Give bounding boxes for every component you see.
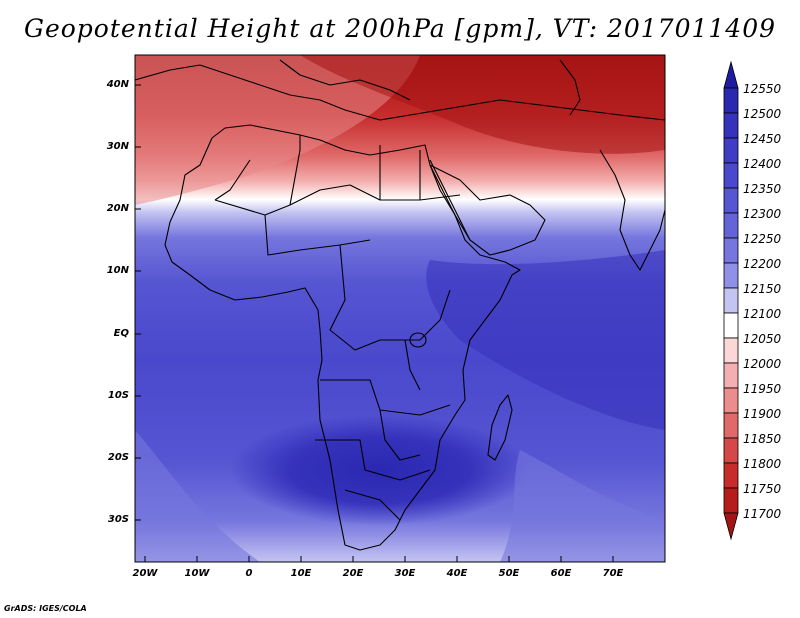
plot-frame <box>134 54 666 563</box>
lon-label-70e: 70E <box>602 568 624 579</box>
lat-label-20n: 20N <box>106 203 129 214</box>
grads-credit: GrADS: IGES/COLA <box>4 604 87 613</box>
lon-ticks <box>144 556 614 562</box>
lon-label-10w: 10W <box>184 568 210 579</box>
colorbar-swatch <box>723 337 739 364</box>
colorbar-swatch <box>723 287 739 314</box>
colorbar-label: 12050 <box>743 332 782 346</box>
lon-label-10e: 10E <box>290 568 312 579</box>
lat-label-20s: 20S <box>107 452 129 463</box>
colorbar-label: 12500 <box>743 107 782 121</box>
colorbar-swatch <box>723 137 739 164</box>
lon-label-20w: 20W <box>132 568 158 579</box>
colorbar-label: 11950 <box>743 382 782 396</box>
colorbar-label: 12000 <box>743 357 782 371</box>
colorbar-label: 12200 <box>743 257 782 271</box>
lon-label-20e: 20E <box>342 568 364 579</box>
colorbar-swatch <box>723 312 739 339</box>
africa-coastline <box>135 59 665 551</box>
colorbar-swatch <box>723 162 739 189</box>
colorbar <box>723 60 739 541</box>
colorbar-swatch <box>723 262 739 289</box>
colorbar-label: 11700 <box>743 507 782 521</box>
colorbar-swatch <box>723 487 739 514</box>
colorbar-swatch <box>723 387 739 414</box>
lat-label-eq: EQ <box>113 328 129 339</box>
colorbar-label: 12250 <box>743 232 782 246</box>
colorbar-label: 11750 <box>743 482 782 496</box>
lon-label-0: 0 <box>245 568 253 579</box>
colorbar-swatch <box>723 237 739 264</box>
colorbar-label: 12450 <box>743 132 782 146</box>
colorbar-swatch <box>723 87 739 114</box>
colorbar-label: 11850 <box>743 432 782 446</box>
colorbar-label: 12550 <box>743 82 782 96</box>
lat-label-10n: 10N <box>106 265 129 276</box>
lat-label-40n: 40N <box>106 79 129 90</box>
colorbar-swatch <box>723 212 739 239</box>
lon-label-60e: 60E <box>550 568 572 579</box>
colorbar-arrow-up <box>723 60 739 89</box>
lon-label-40e: 40E <box>446 568 468 579</box>
colorbar-arrow-down <box>723 512 739 541</box>
colorbar-label: 12100 <box>743 307 782 321</box>
lat-label-10s: 10S <box>107 390 129 401</box>
lat-ticks <box>135 84 141 521</box>
lon-label-50e: 50E <box>498 568 520 579</box>
colorbar-label: 11900 <box>743 407 782 421</box>
lon-label-30e: 30E <box>394 568 416 579</box>
colorbar-label: 12350 <box>743 182 782 196</box>
colorbar-swatch <box>723 462 739 489</box>
colorbar-swatch <box>723 362 739 389</box>
colorbar-label: 11800 <box>743 457 782 471</box>
colorbar-swatch <box>723 437 739 464</box>
colorbar-label: 12300 <box>743 207 782 221</box>
colorbar-swatch <box>723 112 739 139</box>
height-field <box>135 55 665 562</box>
colorbar-swatch <box>723 187 739 214</box>
colorbar-swatch <box>723 412 739 439</box>
lat-label-30n: 30N <box>106 141 129 152</box>
colorbar-label: 12400 <box>743 157 782 171</box>
lat-label-30s: 30S <box>107 514 129 525</box>
colorbar-label: 12150 <box>743 282 782 296</box>
map-title: Geopotential Height at 200hPa [gpm], VT:… <box>23 14 777 43</box>
